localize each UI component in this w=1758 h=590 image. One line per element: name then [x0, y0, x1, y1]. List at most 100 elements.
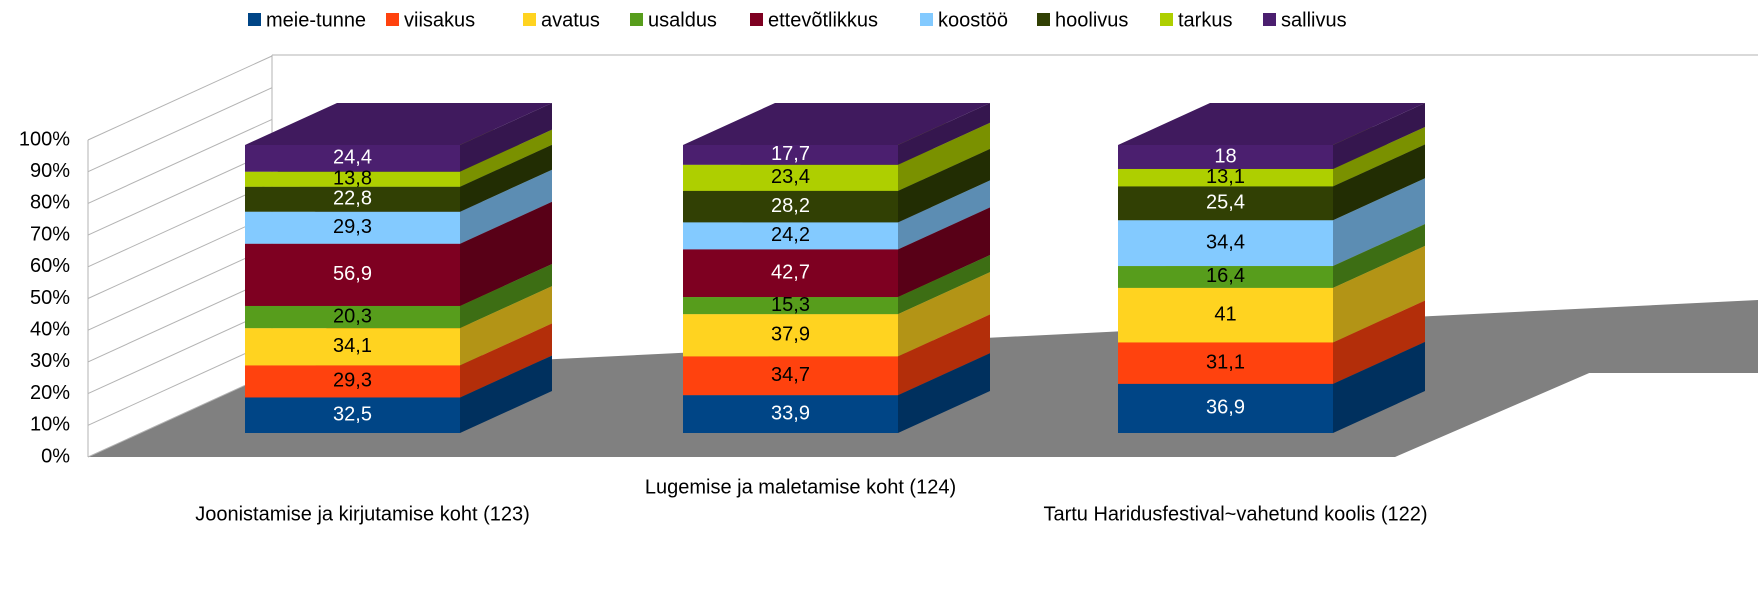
bar-side — [898, 148, 990, 223]
legend-swatch — [386, 13, 399, 26]
bar-side — [898, 353, 990, 433]
bar-front — [1118, 168, 1333, 187]
data-label: 17,7 — [771, 143, 810, 165]
bar-side — [1333, 126, 1425, 187]
bar-side — [460, 323, 552, 398]
data-label: 24,4 — [333, 147, 372, 169]
legend-swatch — [630, 13, 643, 26]
x-tick-label: Joonistamise ja kirjutamise koht (123) — [195, 503, 530, 525]
data-label: 42,7 — [771, 261, 810, 283]
grid-line — [87, 150, 273, 236]
bar-side — [1333, 224, 1425, 288]
legend-label: sallivus — [1281, 9, 1347, 31]
data-label: 31,1 — [1206, 351, 1245, 373]
bar-side — [460, 144, 552, 212]
bar-side — [460, 201, 552, 306]
bar-front — [683, 356, 898, 396]
data-label: 22,8 — [333, 188, 372, 210]
data-label: 29,3 — [333, 370, 372, 392]
legend-swatch — [1160, 13, 1173, 26]
y-tick-label: 70% — [30, 223, 70, 245]
bar-front — [683, 145, 898, 165]
x-tick-label: Lugemise ja maletamise koht (124) — [645, 476, 956, 498]
y-tick-label: 60% — [30, 255, 70, 277]
bar-front — [245, 305, 460, 329]
grid-line — [87, 372, 273, 458]
legend-label: tarkus — [1178, 9, 1232, 31]
bar-front — [683, 314, 898, 357]
bar-side — [1333, 178, 1425, 267]
bar-side — [898, 103, 990, 165]
bar-side — [898, 122, 990, 191]
bar-front — [1118, 266, 1333, 288]
bar-side — [1333, 144, 1425, 221]
grid-line — [87, 309, 273, 395]
bar-front — [245, 397, 460, 433]
data-label: 37,9 — [771, 324, 810, 346]
bar-front — [1118, 287, 1333, 343]
legend-swatch — [1263, 13, 1276, 26]
grid-line — [87, 87, 273, 173]
legend-label: ettevõtlikkus — [768, 9, 878, 31]
legend-label: usaldus — [648, 9, 717, 31]
bar-side — [898, 180, 990, 250]
bar-front — [683, 190, 898, 223]
bar-front — [683, 164, 898, 191]
y-tick-label: 30% — [30, 350, 70, 372]
y-tick-label: 100% — [19, 128, 70, 150]
bar-top — [245, 103, 552, 145]
legend-label: viisakus — [404, 9, 475, 31]
legend-label: avatus — [541, 9, 600, 31]
data-label: 34,7 — [771, 364, 810, 386]
bar-front — [245, 171, 460, 187]
legend-label: koostöö — [938, 9, 1008, 31]
bar-front — [683, 395, 898, 433]
bar-front — [1118, 145, 1333, 169]
legend-swatch — [920, 13, 933, 26]
data-label: 24,2 — [771, 224, 810, 246]
bar-front — [245, 365, 460, 398]
bar-side — [1333, 245, 1425, 343]
data-label: 56,9 — [333, 263, 372, 285]
bar-front — [245, 186, 460, 212]
grid-line — [87, 214, 273, 299]
grid-line — [87, 340, 273, 426]
data-label: 41 — [1214, 303, 1236, 325]
y-tick-label: 10% — [30, 414, 70, 436]
grid-line — [87, 55, 273, 141]
data-label: 23,4 — [771, 166, 810, 188]
data-label: 25,4 — [1206, 192, 1245, 214]
data-label: 32,5 — [333, 404, 372, 426]
bar-side — [898, 272, 990, 357]
bar-side — [460, 286, 552, 366]
legend-swatch — [523, 13, 536, 26]
bar-side — [460, 263, 552, 329]
bar-side — [460, 129, 552, 187]
data-label: 33,9 — [771, 402, 810, 424]
bar-front — [683, 297, 898, 315]
bar-front — [683, 249, 898, 298]
bar-segment — [683, 103, 990, 165]
y-tick-label: 0% — [41, 445, 70, 467]
legend-label: meie-tunne — [266, 9, 366, 31]
grid-line — [87, 277, 273, 363]
y-tick-label: 80% — [30, 192, 70, 214]
legend-swatch — [248, 13, 261, 26]
grid-line — [87, 182, 273, 268]
bar-front — [683, 222, 898, 250]
bar-front — [245, 145, 460, 172]
bar-side — [898, 314, 990, 396]
data-label: 13,1 — [1206, 166, 1245, 188]
grid-line — [87, 118, 273, 204]
y-tick-label: 20% — [30, 382, 70, 404]
bar-front — [1118, 220, 1333, 267]
data-label: 36,9 — [1206, 397, 1245, 419]
data-label: 29,3 — [333, 216, 372, 238]
legend-swatch — [1037, 13, 1050, 26]
y-tick-label: 50% — [30, 287, 70, 309]
bar-side — [898, 255, 990, 315]
bar-front — [245, 211, 460, 244]
bar-side — [898, 207, 990, 298]
